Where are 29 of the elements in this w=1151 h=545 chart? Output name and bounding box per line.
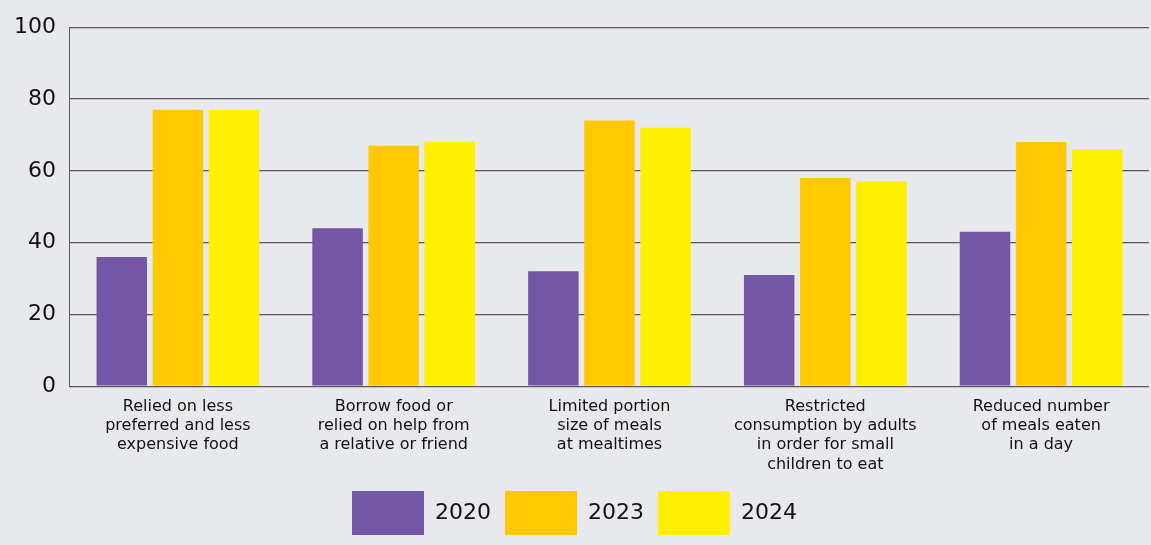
legend-label: 2020 [435, 498, 492, 524]
bar [96, 256, 148, 386]
bar [1015, 142, 1067, 386]
y-tick-label: 60 [27, 156, 56, 182]
bar [368, 145, 419, 386]
legend-label: 2023 [588, 498, 645, 524]
bar [424, 142, 476, 386]
x-tick-label: Restricted consumption by adults in order for small children to eat [734, 395, 917, 473]
bar [640, 127, 691, 386]
bar [208, 109, 260, 386]
y-tick-label: 40 [27, 228, 56, 254]
y-tick-label: 20 [27, 300, 56, 326]
bar [312, 228, 363, 386]
legend-label: 2024 [740, 498, 797, 524]
bar [856, 181, 907, 386]
y-tick-label: 0 [41, 371, 56, 397]
bar [800, 177, 851, 386]
bar [152, 109, 204, 386]
x-tick-label: Borrow food or relied on help from a relative or friend [317, 395, 470, 454]
y-tick-label: 100 [13, 12, 56, 38]
bar [959, 231, 1011, 386]
bar [1071, 149, 1123, 386]
x-tick-label: Limited portion size of meals at mealtimes [548, 395, 671, 454]
x-tick-label: Reduced number of meals eaten in a day [972, 395, 1110, 454]
y-tick-label: 80 [27, 84, 56, 110]
x-tick-label: Relied on less preferred and less expensive food [105, 395, 251, 454]
bar [584, 120, 635, 386]
bar [743, 274, 795, 386]
bar [528, 271, 579, 386]
